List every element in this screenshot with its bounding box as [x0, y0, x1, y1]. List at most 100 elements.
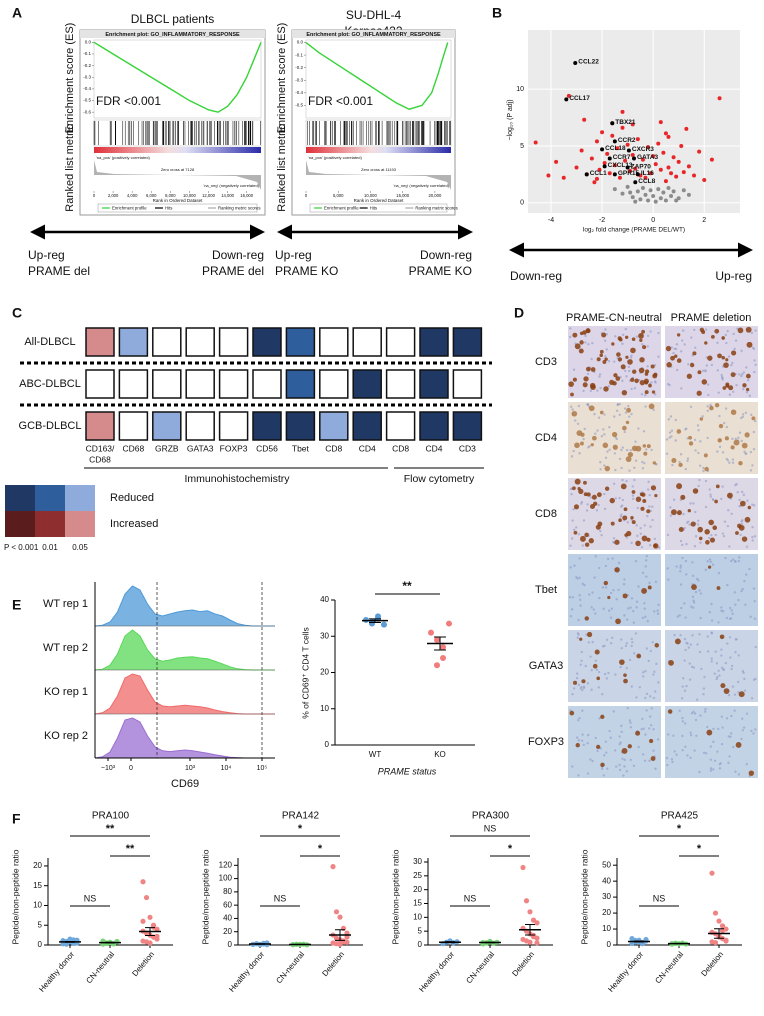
nucleus [741, 415, 745, 419]
stained-cell [715, 484, 720, 489]
heatmap-cell [152, 411, 182, 441]
gene-label: TBX21 [615, 119, 636, 126]
nucleus [690, 605, 693, 608]
nucleus [702, 466, 705, 470]
heatmap-cell [452, 411, 483, 441]
nucleus [570, 608, 574, 611]
nucleus [740, 349, 743, 353]
red-point [625, 142, 630, 147]
red-point [617, 175, 622, 180]
nucleus [720, 666, 724, 670]
nucleus [594, 736, 597, 740]
stained-cell [581, 679, 586, 684]
nucleus [681, 749, 684, 752]
stained-cell [709, 537, 716, 543]
gray-point [681, 188, 686, 193]
nucleus [598, 566, 601, 570]
stained-cell [676, 333, 681, 337]
nucleus [716, 750, 719, 753]
data-point [143, 894, 150, 901]
nucleus [624, 411, 628, 414]
column-label: CD3 [459, 443, 476, 453]
gene-point [610, 121, 615, 126]
nucleus [692, 606, 695, 609]
rank-tick-label: 20,000 [428, 193, 441, 198]
x-tick-label: Deletion [699, 950, 725, 978]
nucleus [652, 728, 655, 731]
nucleus [730, 714, 733, 718]
stained-cell [680, 494, 686, 500]
nucleus [672, 351, 675, 355]
nucleus [734, 560, 737, 563]
nucleus [578, 557, 581, 560]
stained-cell [724, 436, 729, 441]
gray-point [635, 189, 640, 194]
nucleus [613, 452, 617, 455]
nucleus [571, 692, 574, 696]
nucleus [623, 369, 627, 373]
stained-cell [730, 445, 735, 450]
gsea-plot-title: Enrichment plot: GO_INFLAMMATORY_RESPONS… [105, 32, 240, 38]
nucleus [590, 688, 593, 691]
nucleus [597, 416, 601, 419]
nucleus [712, 727, 715, 731]
significance-label: NS [84, 893, 97, 903]
stained-cell [737, 523, 742, 529]
heatmap-cell [252, 327, 282, 357]
nucleus [684, 745, 687, 749]
sem-bar [434, 636, 446, 651]
nucleus [647, 659, 650, 663]
nucleus [675, 343, 679, 346]
stained-cell [721, 336, 725, 340]
legend-swatch [35, 511, 65, 537]
stained-cell [596, 492, 602, 498]
nucleus [740, 490, 744, 494]
nucleus [606, 767, 609, 770]
nucleus [581, 688, 584, 692]
stained-cell [690, 362, 695, 368]
nucleus [738, 431, 742, 434]
nucleus [733, 591, 737, 594]
red-point [620, 125, 625, 130]
es-tick-label: 0.0 [297, 40, 304, 45]
nucleus [681, 734, 684, 738]
red-point [594, 176, 599, 181]
x-axis-label: log₂ fold change (PRAME DEL/WT) [583, 227, 685, 234]
red-point [679, 143, 684, 148]
nucleus [649, 509, 653, 513]
nucleus [646, 514, 649, 518]
stained-cell [748, 770, 755, 776]
stained-cell [572, 377, 577, 382]
stained-cell [745, 326, 752, 333]
nucleus [606, 557, 610, 560]
nucleus [578, 598, 582, 602]
significance-label: NS [484, 823, 497, 833]
nucleus [625, 448, 629, 452]
stained-cell [595, 524, 601, 530]
nucleus [645, 709, 648, 712]
stained-cell [635, 445, 642, 452]
nucleus [641, 343, 644, 346]
nucleus [709, 769, 713, 772]
nucleus [737, 773, 741, 776]
nucleus [716, 369, 720, 372]
nucleus [721, 532, 725, 535]
y-tick-label: 5 [520, 143, 524, 150]
data-point [719, 928, 726, 934]
stained-cell [625, 456, 632, 463]
stained-cell [611, 431, 618, 438]
nucleus [667, 382, 670, 386]
nucleus [633, 466, 636, 470]
nucleus [584, 664, 587, 668]
x-tick-label: CN-neutral [84, 950, 116, 986]
nucleus [683, 722, 687, 725]
nucleus [652, 749, 655, 752]
nucleus [586, 733, 590, 737]
nucleus [586, 503, 589, 506]
nucleus [584, 334, 587, 338]
nucleus [644, 669, 647, 673]
nucleus [698, 770, 701, 774]
nucleus [587, 641, 591, 644]
stained-cell [745, 373, 751, 379]
nucleus [628, 719, 632, 722]
